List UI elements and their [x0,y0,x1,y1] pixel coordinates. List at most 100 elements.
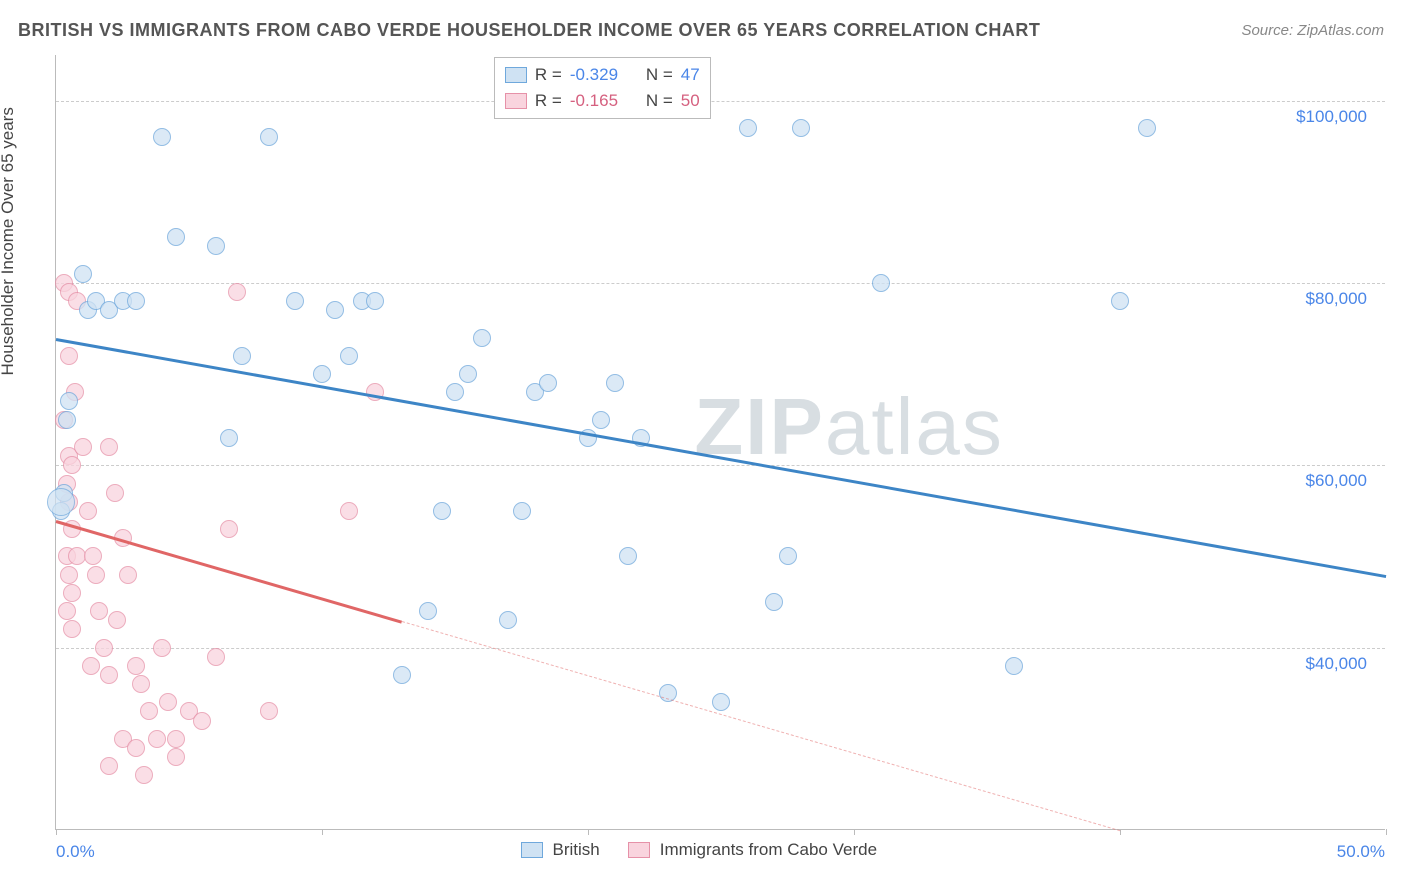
data-point [193,712,211,730]
x-tick-label: 0.0% [56,842,95,862]
r-value: -0.329 [570,65,630,85]
y-axis-label: Householder Income Over 65 years [0,107,18,375]
data-point [313,365,331,383]
data-point [1138,119,1156,137]
n-label: N = [646,65,673,85]
x-tick [588,829,589,835]
data-point [592,411,610,429]
data-point [127,657,145,675]
trend-line [402,621,1120,831]
r-label: R = [535,91,562,111]
data-point [433,502,451,520]
data-point [100,438,118,456]
data-point [153,128,171,146]
legend-swatch [505,93,527,109]
data-point [712,693,730,711]
data-point [58,411,76,429]
legend-swatch [521,842,543,858]
data-point [140,702,158,720]
data-point [513,502,531,520]
gridline [56,465,1385,466]
x-tick [854,829,855,835]
data-point [100,757,118,775]
gridline [56,283,1385,284]
y-tick-label: $40,000 [1306,654,1367,674]
x-tick-label: 50.0% [1337,842,1385,862]
data-point [132,675,150,693]
data-point [74,438,92,456]
data-point [326,301,344,319]
gridline [56,101,1385,102]
data-point [260,702,278,720]
data-point [872,274,890,292]
data-point [87,566,105,584]
x-tick [1386,829,1387,835]
data-point [106,484,124,502]
data-point [148,730,166,748]
data-point [792,119,810,137]
data-point [779,547,797,565]
data-point [82,657,100,675]
data-point [340,347,358,365]
data-point [58,602,76,620]
legend-label: British [553,840,600,860]
data-point [1111,292,1129,310]
y-tick-label: $80,000 [1306,289,1367,309]
y-tick-label: $60,000 [1306,471,1367,491]
data-point [100,666,118,684]
data-point [135,766,153,784]
data-point [207,648,225,666]
data-point [63,620,81,638]
n-label: N = [646,91,673,111]
data-point [90,602,108,620]
data-point [1005,657,1023,675]
data-point [63,584,81,602]
watermark: ZIPatlas [694,381,1003,473]
chart-title: BRITISH VS IMMIGRANTS FROM CABO VERDE HO… [18,20,1040,41]
data-point [419,602,437,620]
data-point [473,329,491,347]
data-point [95,639,113,657]
legend-series: British Immigrants from Cabo Verde [521,840,896,860]
data-point [153,639,171,657]
data-point [207,237,225,255]
data-point [127,292,145,310]
data-point [220,429,238,447]
data-point [74,265,92,283]
data-point [459,365,477,383]
data-point [167,730,185,748]
n-value: 47 [681,65,700,85]
data-point [84,547,102,565]
data-point [619,547,637,565]
trend-line [56,338,1387,578]
data-point [63,456,81,474]
data-point [167,748,185,766]
data-point-large [47,488,75,516]
legend-label: Immigrants from Cabo Verde [660,840,877,860]
data-point [340,502,358,520]
legend-row: R =-0.165N =50 [505,88,700,114]
data-point [499,611,517,629]
data-point [60,392,78,410]
x-tick [56,829,57,835]
data-point [119,566,137,584]
legend-swatch [628,842,650,858]
legend-row: R =-0.329N =47 [505,62,700,88]
gridline [56,648,1385,649]
data-point [228,283,246,301]
plot-area: ZIPatlas $40,000$60,000$80,000$100,0000.… [55,55,1385,830]
n-value: 50 [681,91,700,111]
chart-container: BRITISH VS IMMIGRANTS FROM CABO VERDE HO… [0,0,1406,892]
data-point [159,693,177,711]
data-point [539,374,557,392]
watermark-light: atlas [825,382,1004,471]
data-point [233,347,251,365]
x-tick [322,829,323,835]
data-point [220,520,238,538]
data-point [366,292,384,310]
data-point [739,119,757,137]
data-point [606,374,624,392]
data-point [79,502,97,520]
data-point [60,566,78,584]
y-tick-label: $100,000 [1296,107,1367,127]
